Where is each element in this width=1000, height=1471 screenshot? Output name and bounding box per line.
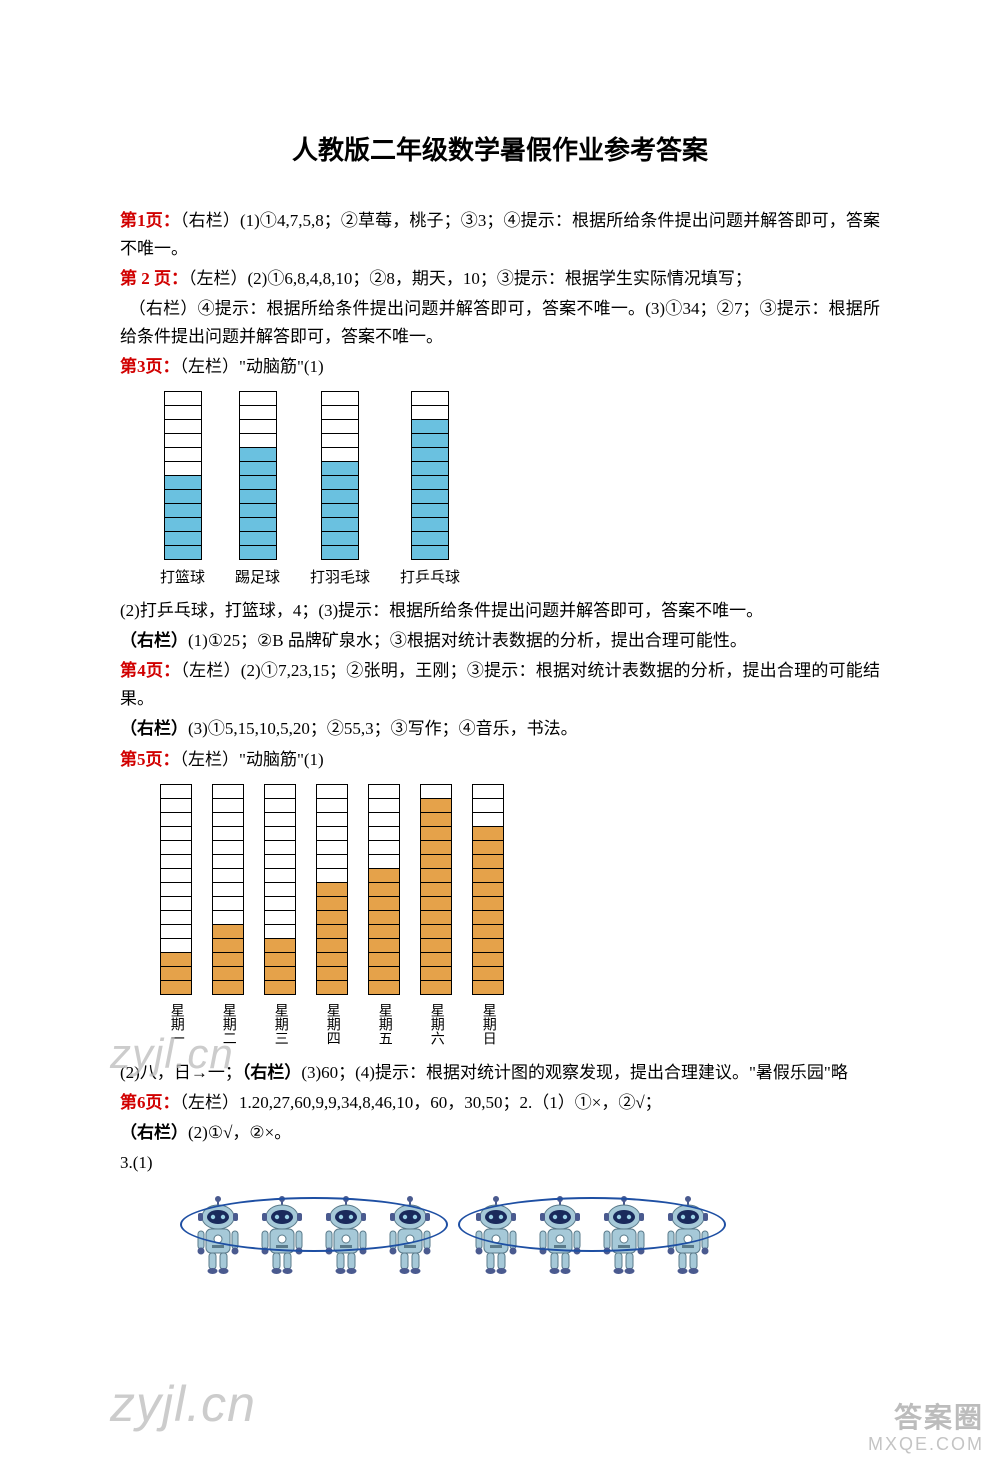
column-label: （右栏） xyxy=(242,1063,302,1082)
text: (1)①25；②B 品牌矿泉水；③根据对统计表数据的分析，提出合理可能性。 xyxy=(188,631,747,650)
robot xyxy=(596,1195,652,1280)
chart1-bar: 打乒乓球 xyxy=(400,391,460,587)
robot xyxy=(382,1195,438,1280)
page-ref-2: 第 2 页： xyxy=(120,269,188,288)
robot-icon xyxy=(318,1195,374,1275)
answer-p4b: （右栏）(3)①5,15,10,5,20；②55,3；③写作；④音乐，书法。 xyxy=(120,715,880,743)
chart2-bar-label: 星期二 xyxy=(220,999,235,1049)
robot xyxy=(254,1195,310,1280)
chart2-bar-label: 星期六 xyxy=(428,999,443,1049)
text: (2)①√，②×。 xyxy=(188,1123,291,1142)
text: (3)①5,15,10,5,20；②55,3；③写作；④音乐，书法。 xyxy=(188,719,578,738)
answer-p5: 第5页：（左栏）"动脑筋"(1) xyxy=(120,746,880,774)
answer-p2a: 第 2 页：（左栏）(2)①6,8,4,8,10；②8，期天，10；③提示：根据… xyxy=(120,265,880,293)
chart1-bar-label: 打羽毛球 xyxy=(310,566,370,587)
after-chart2-line1: (2)八，日→一；（右栏）(3)60；(4)提示：根据对统计图的观察发现，提出合… xyxy=(120,1059,880,1087)
answer-p6a: 第6页：（左栏）1.20,27,60,9,9,34,8,46,10，60，30,… xyxy=(120,1089,880,1117)
column-label: （右栏） xyxy=(120,1123,188,1142)
after-chart1-line2: （右栏）(1)①25；②B 品牌矿泉水；③根据对统计表数据的分析，提出合理可能性… xyxy=(120,627,880,655)
chart2-bar-label: 星期四 xyxy=(324,999,339,1049)
text: (3)60；(4)提示：根据对统计图的观察发现，提出合理建议。"暑假乐园"略 xyxy=(301,1063,848,1082)
chart2-bar-label: 星期一 xyxy=(168,999,183,1049)
page-ref-6: 第6页： xyxy=(120,1093,180,1112)
chart1-bar-label: 打篮球 xyxy=(160,566,205,587)
corner-url: MXQE.COM xyxy=(868,1434,984,1455)
chart1-bar: 踢足球 xyxy=(235,391,280,587)
text: （左栏）"动脑筋"(1) xyxy=(180,357,324,376)
chart2-bar: 星期五 xyxy=(368,784,400,1049)
chart-2: 星期一 星期二 星期三 星期四 星期五 星期六 星期日 xyxy=(160,784,880,1049)
chart1-bar-label: 踢足球 xyxy=(235,566,280,587)
chart2-bar: 星期六 xyxy=(420,784,452,1049)
robot-row xyxy=(190,1195,880,1280)
robot-group xyxy=(468,1195,716,1280)
chart2-bar: 星期日 xyxy=(472,784,504,1049)
chart1-bar-label: 打乒乓球 xyxy=(400,566,460,587)
chart2-bar-label: 星期三 xyxy=(272,999,287,1049)
chart2-bar-label: 星期五 xyxy=(376,999,391,1049)
after-chart1-line1: (2)打乒乓球，打篮球，4；(3)提示：根据所给条件提出问题并解答即可，答案不唯… xyxy=(120,597,880,625)
text: （左栏）(2)①7,23,15；②张明，王刚；③提示：根据对统计表数据的分析，提… xyxy=(120,661,880,708)
robot xyxy=(190,1195,246,1280)
robot-icon xyxy=(382,1195,438,1275)
answer-p6c: 3.(1) xyxy=(120,1149,880,1177)
text: （左栏）(2)①6,8,4,8,10；②8，期天，10；③提示：根据学生实际情况… xyxy=(188,269,752,288)
column-label: （右栏） xyxy=(120,631,188,650)
page-title: 人教版二年级数学暑假作业参考答案 xyxy=(120,130,880,167)
robot-icon xyxy=(468,1195,524,1275)
answer-p1: 第1页：（右栏）(1)①4,7,5,8；②草莓，桃子；③3；④提示：根据所给条件… xyxy=(120,207,880,263)
answer-p4a: 第4页：（左栏）(2)①7,23,15；②张明，王刚；③提示：根据对统计表数据的… xyxy=(120,657,880,713)
chart2-bar: 星期一 xyxy=(160,784,192,1049)
answer-p2b: （右栏）④提示：根据所给条件提出问题并解答即可，答案不唯一。(3)①34；②7；… xyxy=(120,295,880,351)
chart1-bar: 打羽毛球 xyxy=(310,391,370,587)
robot xyxy=(468,1195,524,1280)
chart2-bar-label: 星期日 xyxy=(480,999,495,1049)
robot-icon xyxy=(532,1195,588,1275)
answer-p3: 第3页：（左栏）"动脑筋"(1) xyxy=(120,353,880,381)
corner-watermark: 答案圈 MXQE.COM xyxy=(868,1402,984,1455)
column-label xyxy=(120,299,137,318)
page-ref-1: 第1页： xyxy=(120,211,180,230)
document-page: 人教版二年级数学暑假作业参考答案 第1页：（右栏）(1)①4,7,5,8；②草莓… xyxy=(0,0,1000,1330)
chart-2-wrapper: 星期一 星期二 星期三 星期四 星期五 星期六 星期日 xyxy=(160,784,880,1049)
text: （右栏）④提示：根据所给条件提出问题并解答即可，答案不唯一。(3)①34；②7；… xyxy=(120,299,880,346)
chart2-bar: 星期二 xyxy=(212,784,244,1049)
column-label: （右栏） xyxy=(120,719,188,738)
chart2-bar: 星期三 xyxy=(264,784,296,1049)
robot-icon xyxy=(660,1195,716,1275)
text: （左栏）1.20,27,60,9,9,34,8,46,10，60，30,50；2… xyxy=(180,1093,662,1112)
robot xyxy=(532,1195,588,1280)
page-ref-4: 第4页： xyxy=(120,661,180,680)
text: (2)打乒乓球，打篮球，4；(3)提示：根据所给条件提出问题并解答即可，答案不唯… xyxy=(120,601,763,620)
chart-1-wrapper: 打篮球 踢足球 打羽毛球 打乒乓球 xyxy=(160,391,880,587)
chart1-bar: 打篮球 xyxy=(160,391,205,587)
robot-icon xyxy=(190,1195,246,1275)
text: 3.(1) xyxy=(120,1153,153,1172)
robot xyxy=(660,1195,716,1280)
robot-icon xyxy=(596,1195,652,1275)
chart-1: 打篮球 踢足球 打羽毛球 打乒乓球 xyxy=(160,391,880,587)
corner-cn: 答案圈 xyxy=(868,1402,984,1434)
text: （左栏）"动脑筋"(1) xyxy=(180,750,324,769)
watermark-2: zyjl.cn xyxy=(110,1375,256,1433)
answer-p6b: （右栏）(2)①√，②×。 xyxy=(120,1119,880,1147)
robot-icon xyxy=(254,1195,310,1275)
text: （右栏）(1)①4,7,5,8；②草莓，桃子；③3；④提示：根据所给条件提出问题… xyxy=(120,211,880,258)
page-ref-5: 第5页： xyxy=(120,750,180,769)
chart2-bar: 星期四 xyxy=(316,784,348,1049)
robot xyxy=(318,1195,374,1280)
page-ref-3: 第3页： xyxy=(120,357,180,376)
robot-group xyxy=(190,1195,438,1280)
text: (2)八，日→一； xyxy=(120,1063,242,1082)
